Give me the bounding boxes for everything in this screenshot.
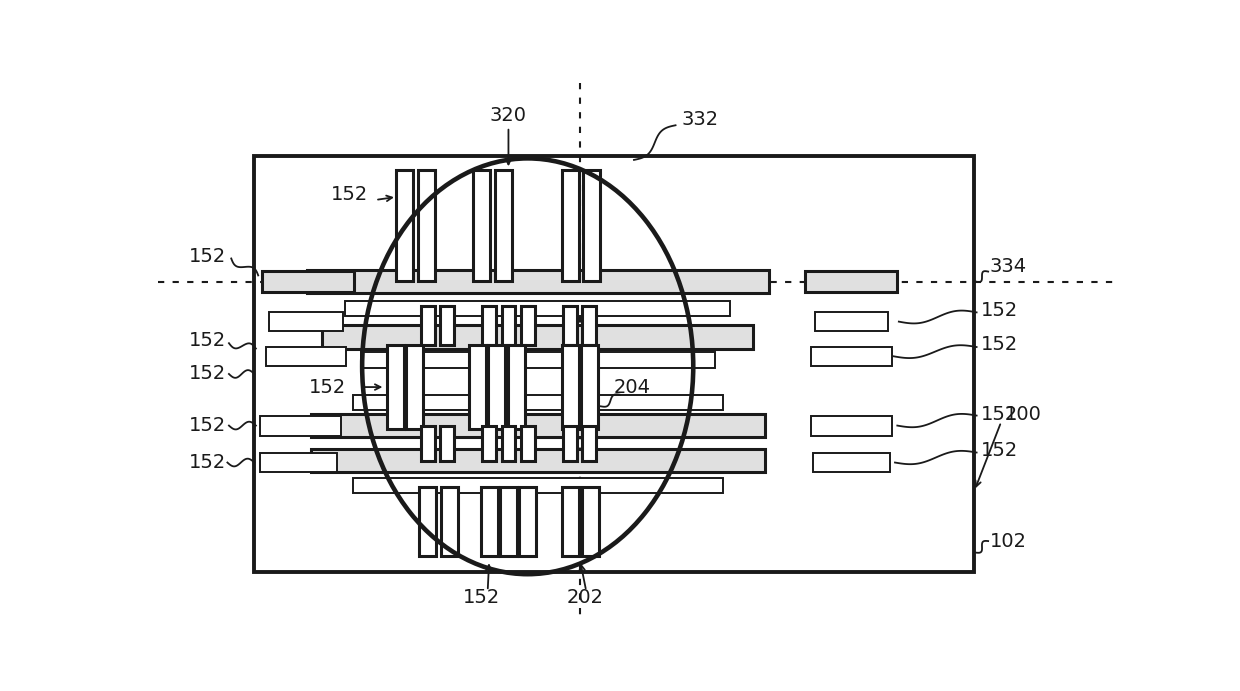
Bar — [306, 270, 769, 293]
Bar — [440, 426, 454, 461]
Bar — [583, 306, 596, 345]
Bar — [583, 426, 596, 461]
Text: 152: 152 — [981, 335, 1018, 354]
Bar — [481, 487, 497, 556]
Bar — [811, 415, 892, 435]
Bar — [562, 345, 579, 429]
Text: 152: 152 — [309, 377, 346, 397]
Text: 102: 102 — [990, 531, 1027, 551]
Bar — [482, 426, 496, 461]
Text: 334: 334 — [990, 256, 1027, 276]
Bar — [562, 487, 579, 556]
Bar — [507, 345, 525, 429]
Bar — [500, 487, 517, 556]
Text: 332: 332 — [682, 111, 719, 129]
Bar — [469, 345, 486, 429]
Bar — [562, 169, 579, 281]
Text: 100: 100 — [1006, 404, 1042, 424]
Bar — [419, 487, 436, 556]
Bar — [563, 306, 577, 345]
Text: 202: 202 — [567, 588, 604, 607]
Bar — [811, 347, 892, 366]
Bar — [420, 306, 434, 345]
Bar — [353, 395, 723, 410]
Bar — [563, 426, 577, 461]
Text: 320: 320 — [490, 106, 527, 125]
Bar — [482, 306, 496, 345]
Bar — [361, 352, 714, 368]
Bar — [396, 169, 413, 281]
Text: 152: 152 — [440, 420, 477, 439]
Bar — [583, 487, 599, 556]
Text: 152: 152 — [981, 442, 1018, 460]
Bar — [583, 169, 600, 281]
Bar — [387, 345, 404, 429]
Bar — [812, 453, 889, 472]
Bar — [418, 169, 434, 281]
Bar — [310, 414, 765, 437]
Bar — [440, 306, 454, 345]
Bar — [521, 426, 534, 461]
Bar — [501, 426, 516, 461]
Bar — [353, 478, 723, 493]
Bar — [310, 448, 765, 472]
Bar — [420, 426, 434, 461]
Text: 152: 152 — [188, 364, 226, 384]
Bar — [472, 169, 490, 281]
Bar — [265, 347, 346, 366]
Bar — [345, 301, 730, 316]
Text: 152: 152 — [188, 247, 226, 265]
Text: 152: 152 — [330, 185, 368, 204]
Text: 152: 152 — [188, 332, 226, 350]
Bar — [489, 345, 506, 429]
Bar — [262, 271, 355, 292]
Bar — [440, 487, 458, 556]
Text: 152: 152 — [981, 404, 1018, 424]
Bar — [805, 271, 898, 292]
Bar — [501, 306, 516, 345]
Bar — [254, 156, 975, 572]
Bar — [260, 415, 341, 435]
Bar — [269, 312, 342, 331]
Bar — [520, 487, 536, 556]
Bar — [815, 312, 888, 331]
Text: 152: 152 — [188, 416, 226, 435]
Bar — [521, 306, 534, 345]
Text: 152: 152 — [463, 588, 500, 607]
Bar — [322, 325, 754, 348]
Text: 152: 152 — [188, 453, 226, 472]
Bar — [259, 453, 337, 472]
Text: 204: 204 — [613, 377, 650, 397]
Bar — [580, 345, 598, 429]
Bar — [495, 169, 512, 281]
Text: 152: 152 — [981, 301, 1018, 319]
Bar — [405, 345, 423, 429]
